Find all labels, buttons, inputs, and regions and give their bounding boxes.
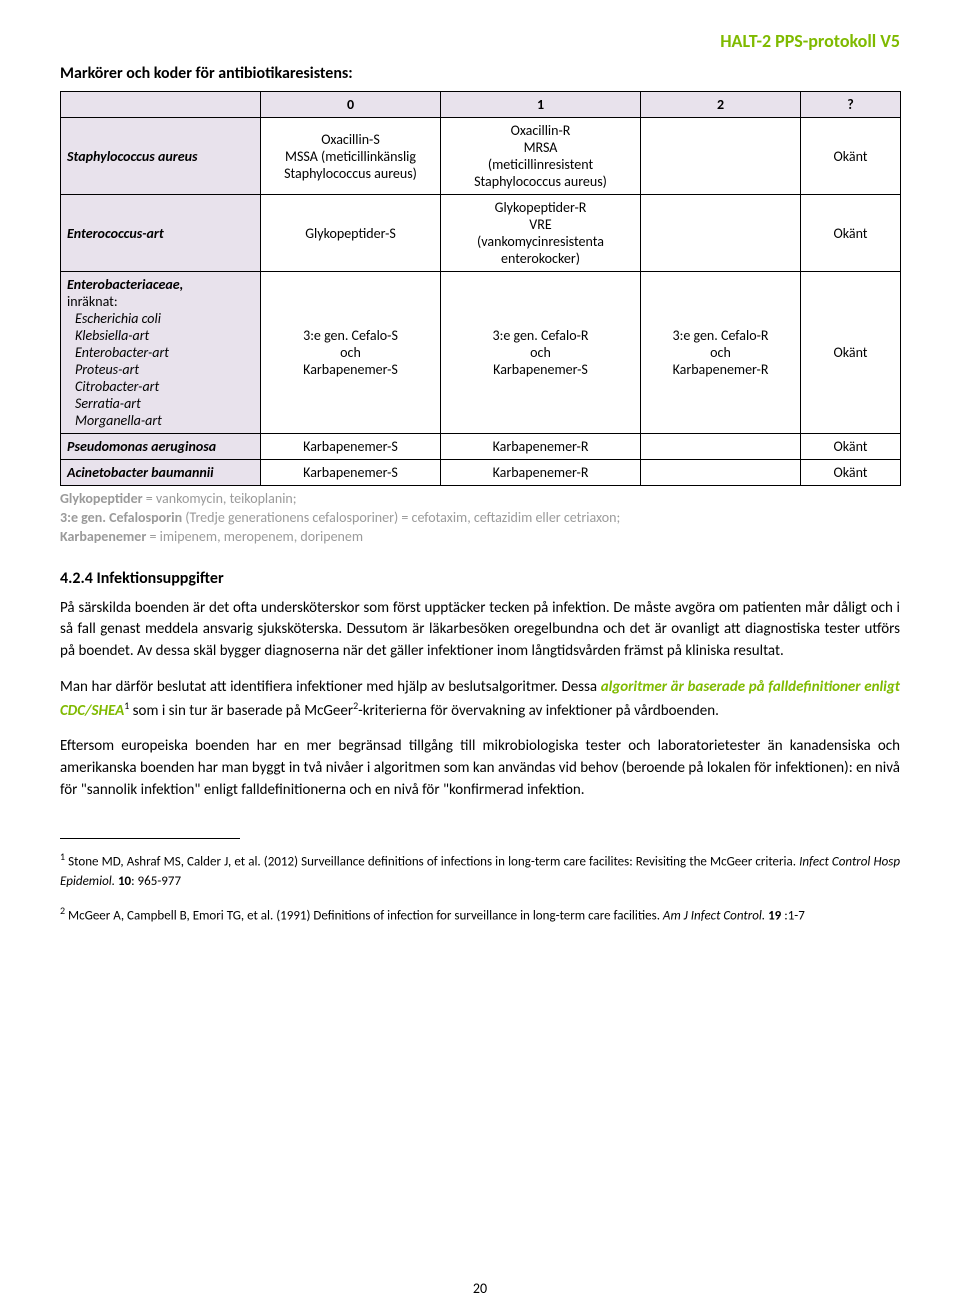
footnote-1-pages: : 965-977 xyxy=(131,874,181,889)
table-row-label: Enterobacteriaceae, inräknat:Escherichia… xyxy=(61,272,261,434)
table-header-blank xyxy=(61,92,261,118)
table-cell xyxy=(641,118,801,195)
para2-post: -kriterierna för övervakning av infektio… xyxy=(358,702,719,720)
table-row-label: Enterococcus-art xyxy=(61,195,261,272)
header-right: HALT-2 PPS-protokoll V5 xyxy=(60,30,900,52)
table-row-label: Acinetobacter baumannii xyxy=(61,460,261,486)
table-header-1: 1 xyxy=(441,92,641,118)
table-cell: Karbapenemer-R xyxy=(441,460,641,486)
note-text-1: = vankomycin, teikoplanin; xyxy=(143,490,297,507)
footnote-2-a: McGeer A, Campbell B, Emori TG, et al. (… xyxy=(65,908,663,923)
table-cell: Karbapenemer-R xyxy=(441,434,641,460)
table-cell: Glykopeptider-S xyxy=(261,195,441,272)
table-cell: Okänt xyxy=(801,434,901,460)
table-cell: Oxacillin-S MSSA (meticillinkänslig Stap… xyxy=(261,118,441,195)
table-cell: Karbapenemer-S xyxy=(261,460,441,486)
table-row: Enterococcus-artGlykopeptider-SGlykopept… xyxy=(61,195,901,272)
table-cell: 3:e gen. Cefalo-S och Karbapenemer-S xyxy=(261,272,441,434)
table-cell: Okänt xyxy=(801,195,901,272)
table-cell xyxy=(641,434,801,460)
table-row: Staphylococcus aureusOxacillin-S MSSA (m… xyxy=(61,118,901,195)
table-cell: 3:e gen. Cefalo-R och Karbapenemer-R xyxy=(641,272,801,434)
footnote-2-vol: 19 xyxy=(765,908,784,923)
table-cell: 3:e gen. Cefalo-R och Karbapenemer-S xyxy=(441,272,641,434)
table-row-label: Pseudomonas aeruginosa xyxy=(61,434,261,460)
table-row: Pseudomonas aeruginosaKarbapenemer-SKarb… xyxy=(61,434,901,460)
footnote-1-vol: 10 xyxy=(115,874,131,889)
table-row: Enterobacteriaceae, inräknat:Escherichia… xyxy=(61,272,901,434)
document-title: Markörer och koder för antibiotikaresist… xyxy=(60,64,900,83)
note-term-2: 3:e gen. Cefalosporin xyxy=(60,509,182,526)
note-term-3: Karbapenemer xyxy=(60,528,146,545)
note-text-2: (Tredje generationens cefalosporiner) = … xyxy=(182,509,620,526)
paragraph-3: Eftersom europeiska boenden har en mer b… xyxy=(60,736,900,801)
footnote-1: 1 Stone MD, Ashraf MS, Calder J, et al. … xyxy=(60,849,900,891)
section-heading: 4.2.4 Infektionsuppgifter xyxy=(60,569,900,588)
table-cell: Okänt xyxy=(801,272,901,434)
paragraph-1: På särskilda boenden är det ofta undersk… xyxy=(60,598,900,663)
footnote-1-a: Stone MD, Ashraf MS, Calder J, et al. (2… xyxy=(65,854,799,869)
table-cell: Okänt xyxy=(801,460,901,486)
note-text-3: = imipenem, meropenem, doripenem xyxy=(146,528,363,545)
para2-mid: som i sin tur är baserade på McGeer xyxy=(129,702,353,720)
table-cell: Okänt xyxy=(801,118,901,195)
table-cell: Glykopeptider-R VRE (vankomycinresistent… xyxy=(441,195,641,272)
para2-pre: Man har därför beslutat att identifiera … xyxy=(60,678,601,696)
footnote-2-pages: :1-7 xyxy=(784,908,805,923)
page-number: 20 xyxy=(0,1280,960,1297)
table-cell xyxy=(641,460,801,486)
table-row: Acinetobacter baumanniiKarbapenemer-SKar… xyxy=(61,460,901,486)
table-header-2: 2 xyxy=(641,92,801,118)
table-header-row: 0 1 2 ? xyxy=(61,92,901,118)
table-note: Glykopeptider = vankomycin, teikoplanin;… xyxy=(60,490,900,547)
paragraph-2: Man har därför beslutat att identifiera … xyxy=(60,677,900,723)
footnote-2-journal: Am J Infect Control. xyxy=(663,908,765,923)
resistance-table: 0 1 2 ? Staphylococcus aureusOxacillin-S… xyxy=(60,91,901,486)
table-header-0: 0 xyxy=(261,92,441,118)
footnote-2: 2 McGeer A, Campbell B, Emori TG, et al.… xyxy=(60,903,900,926)
table-cell xyxy=(641,195,801,272)
footnote-rule xyxy=(60,838,240,839)
table-header-q: ? xyxy=(801,92,901,118)
note-term-1: Glykopeptider xyxy=(60,490,143,507)
table-cell: Karbapenemer-S xyxy=(261,434,441,460)
table-cell: Oxacillin-R MRSA (meticillinresistent St… xyxy=(441,118,641,195)
table-row-label: Staphylococcus aureus xyxy=(61,118,261,195)
